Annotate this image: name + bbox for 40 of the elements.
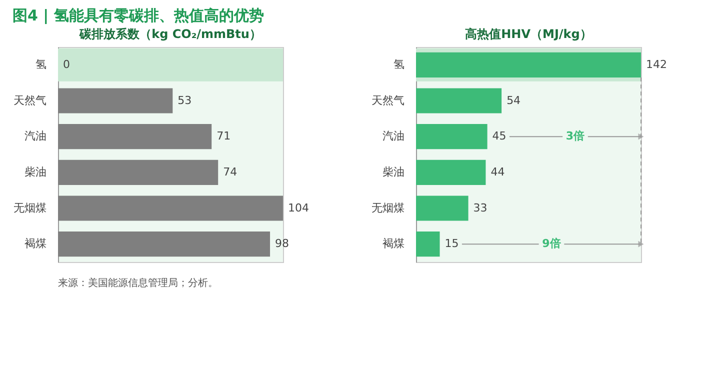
- data-label: 54: [506, 94, 521, 107]
- bar: [416, 124, 488, 150]
- chart-title: 碳排放系数（kg CO₂/mmBtu）: [78, 27, 262, 41]
- caption: 图4 | 氢能具有零碳排、热值高的优势: [12, 6, 264, 24]
- y-tick-label: 天然气: [14, 94, 46, 107]
- bar: [58, 124, 212, 150]
- bar: [416, 160, 486, 185]
- data-label: 45: [492, 130, 506, 143]
- annotation: 9倍: [542, 237, 561, 250]
- bar: [58, 196, 283, 221]
- data-label: 104: [288, 201, 309, 214]
- data-label: 98: [275, 237, 290, 250]
- y-tick-label: 天然气: [372, 94, 404, 107]
- data-label: 44: [490, 165, 505, 178]
- bar: [58, 232, 270, 257]
- y-tick-label: 氢: [394, 58, 404, 71]
- data-label: 15: [444, 237, 459, 250]
- bar: [58, 88, 173, 114]
- y-tick-label: 柴油: [382, 165, 404, 178]
- data-label: 71: [216, 130, 231, 143]
- y-tick-label: 汽油: [382, 130, 404, 143]
- bar: [58, 160, 218, 185]
- y-tick-label: 氢: [36, 58, 46, 71]
- y-tick-label: 褐煤: [24, 237, 46, 250]
- bar: [416, 232, 440, 257]
- data-label: 142: [646, 58, 667, 71]
- data-label: 33: [473, 201, 488, 214]
- source-note: 来源：美国能源信息管理局；分析。: [58, 277, 218, 289]
- data-label: 0: [63, 58, 70, 71]
- chart-title: 高热值HHV（MJ/kg）: [465, 27, 592, 41]
- bar: [416, 88, 502, 114]
- y-tick-label: 无烟煤: [14, 201, 46, 214]
- y-tick-label: 柴油: [24, 165, 46, 178]
- bar: [416, 196, 468, 221]
- data-label: 53: [178, 94, 192, 107]
- y-tick-label: 褐煤: [382, 237, 404, 250]
- y-tick-label: 汽油: [24, 130, 46, 143]
- data-label: 74: [223, 165, 238, 178]
- y-tick-label: 无烟煤: [372, 201, 404, 214]
- annotation: 3倍: [566, 130, 585, 143]
